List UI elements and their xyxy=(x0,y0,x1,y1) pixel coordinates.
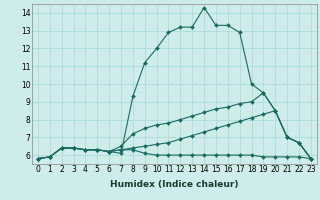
X-axis label: Humidex (Indice chaleur): Humidex (Indice chaleur) xyxy=(110,180,239,189)
